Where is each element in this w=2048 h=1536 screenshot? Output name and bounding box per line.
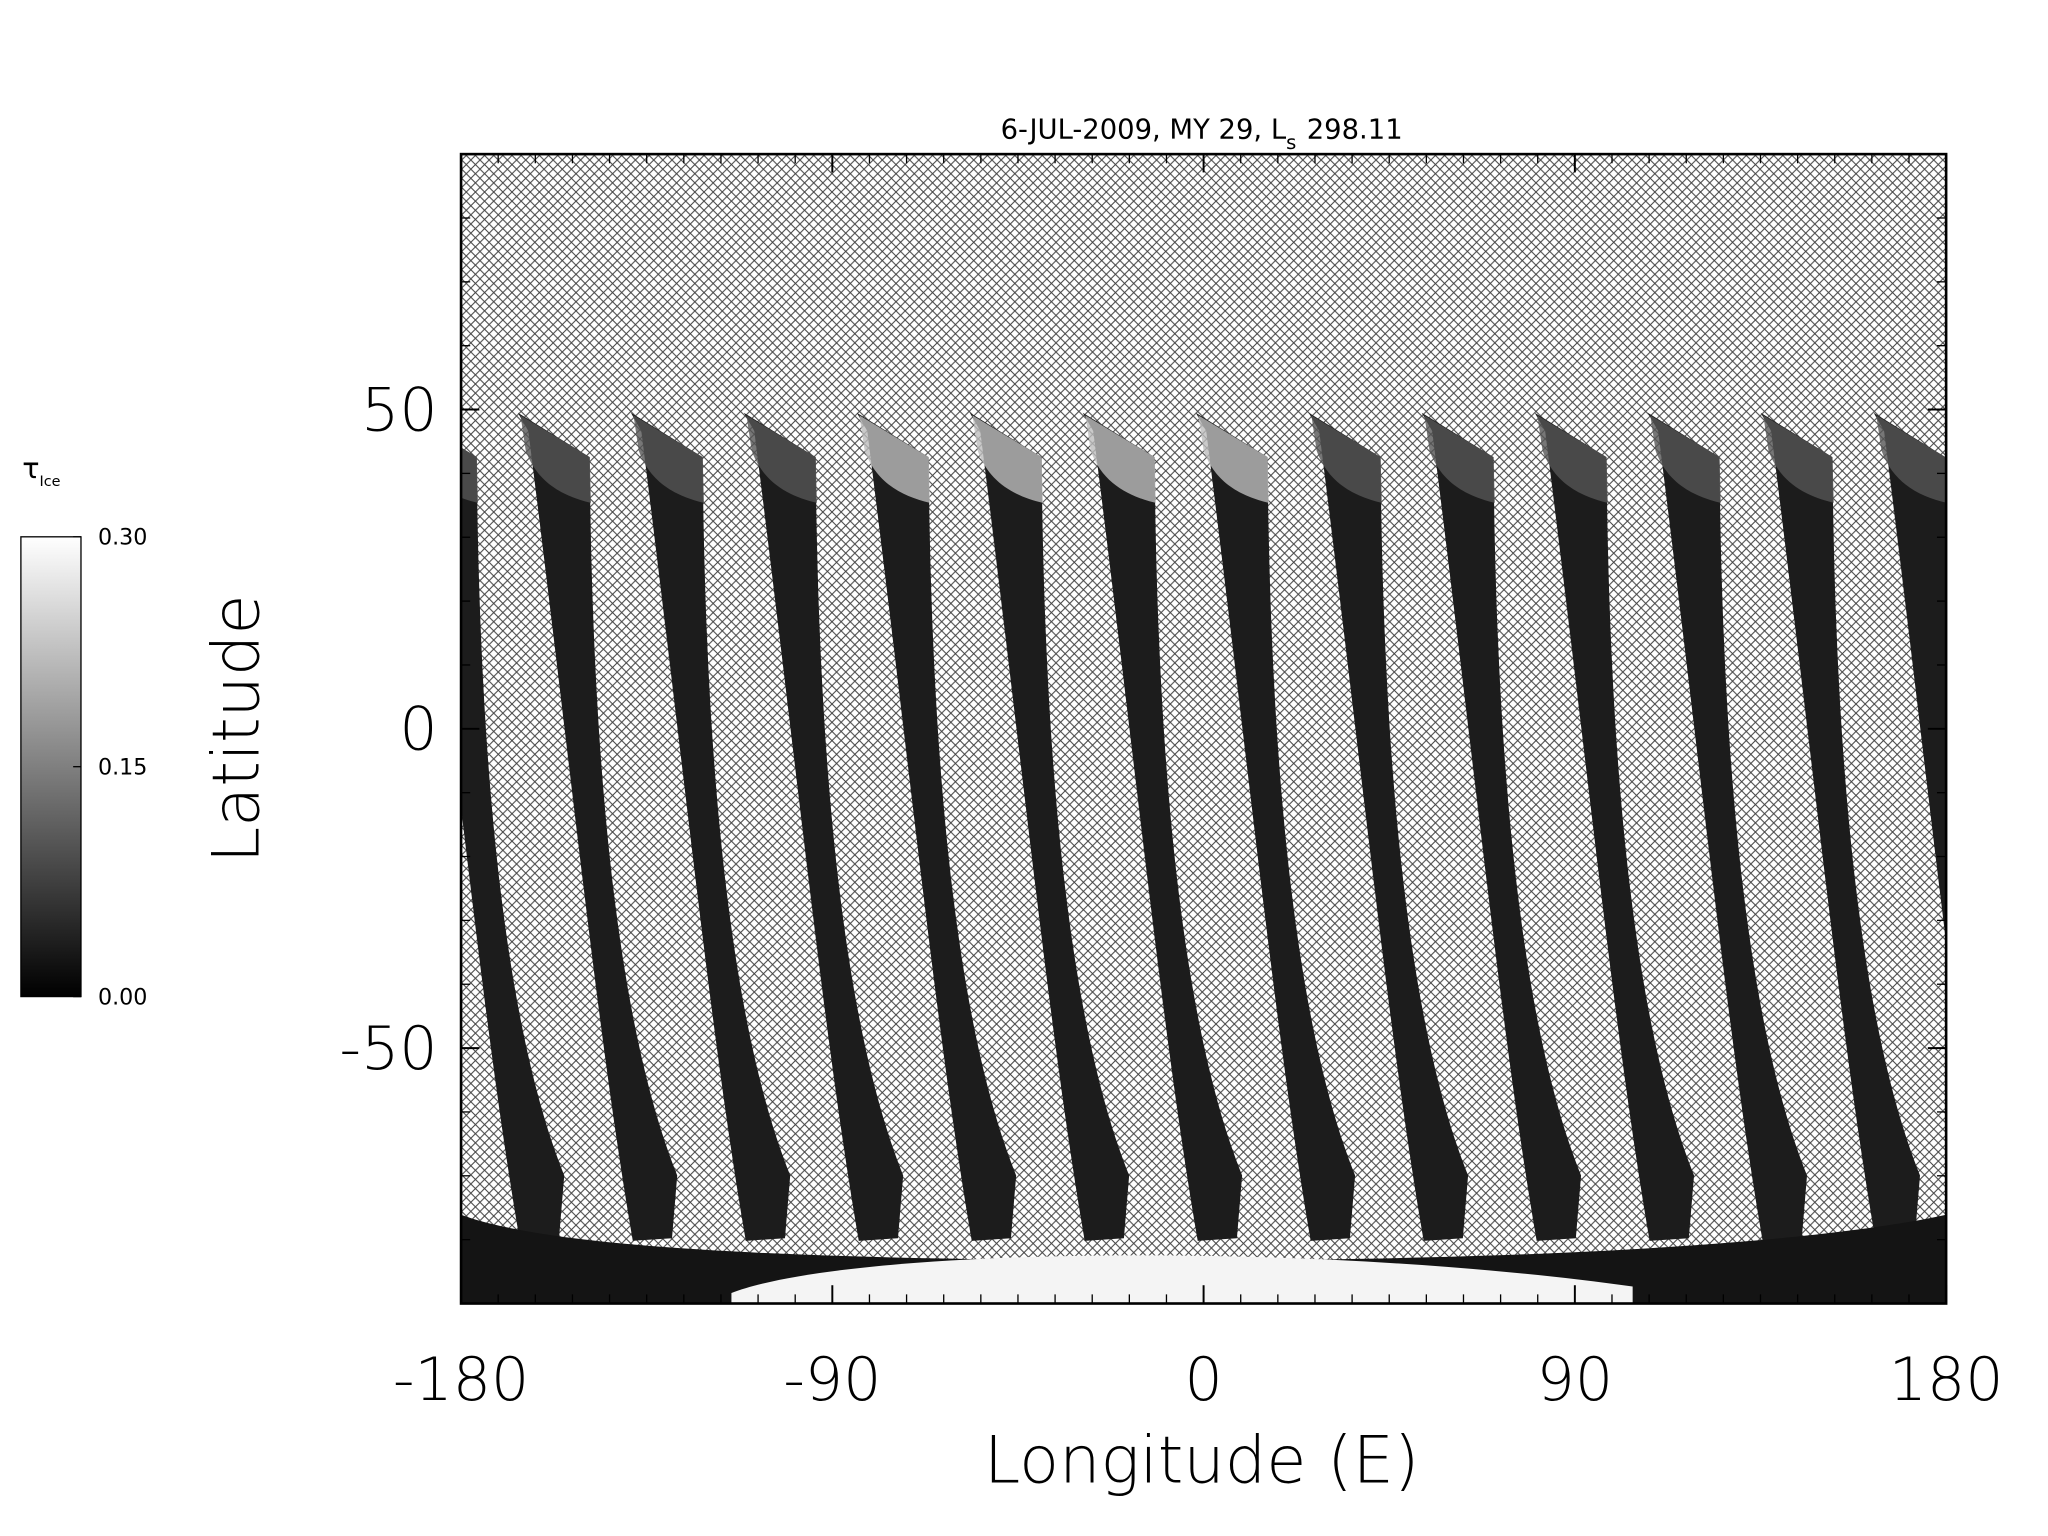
colorbar <box>20 536 82 998</box>
x-axis-label: Longitude (E) <box>984 1422 1419 1498</box>
swath <box>517 412 678 1241</box>
y-tick-label: -50 <box>339 1014 437 1084</box>
x-tick-label: 0 <box>1184 1345 1222 1415</box>
swath-cloud <box>859 415 930 503</box>
title-text: 6-JUL-2009, MY 29, L <box>1001 114 1287 145</box>
x-tick-label: 180 <box>1889 1345 2004 1415</box>
swath <box>1873 412 1947 943</box>
colorbar-ticks: 0.00 0.15 0.30 <box>73 525 147 1010</box>
swath <box>1195 412 1356 1241</box>
swath <box>969 412 1130 1241</box>
swath <box>1760 412 1920 1241</box>
y-tick-label: 50 <box>361 375 437 445</box>
swath <box>1534 412 1695 1241</box>
swath <box>630 412 791 1241</box>
y-tick-label: 0 <box>399 695 437 765</box>
title-value: 298.11 <box>1307 114 1403 145</box>
swath-cloud <box>1311 415 1382 503</box>
swath <box>856 412 1017 1241</box>
x-tick-label: -90 <box>783 1345 881 1415</box>
axes: -180 -90 0 90 180 -50 0 50 <box>339 153 2004 1415</box>
map-area <box>461 154 1947 1304</box>
colorbar-tick-label: 0.00 <box>98 984 147 1010</box>
colorbar-tick-label: 0.30 <box>98 525 147 551</box>
swath <box>743 412 904 1241</box>
swath-cloud <box>1085 415 1156 503</box>
y-axis-label: Latitude <box>199 594 275 863</box>
colorbar-label: τIce <box>22 451 60 490</box>
title-subscript: s <box>1286 131 1296 154</box>
swath <box>1308 412 1469 1241</box>
swath-cloud <box>1198 415 1269 503</box>
colorbar-tick-label: 0.15 <box>98 755 147 781</box>
swath-cloud <box>746 415 817 503</box>
swath-cloud <box>1650 415 1721 503</box>
x-tick-label: -180 <box>393 1345 529 1415</box>
polar-bright <box>731 1255 1633 1304</box>
swath-cloud <box>1763 415 1834 503</box>
swath <box>1647 412 1808 1241</box>
swath-cloud <box>1424 415 1495 503</box>
swath <box>1421 412 1582 1241</box>
x-tick-label: 90 <box>1537 1345 1613 1415</box>
chart-title: 6-JUL-2009, MY 29, Ls 298.11 <box>1001 114 1403 153</box>
swath-cloud <box>633 415 704 503</box>
swath <box>1082 412 1243 1241</box>
swath-cloud <box>1876 415 1947 503</box>
swath-cloud <box>520 415 592 503</box>
colorbar-subscript: Ice <box>40 474 61 490</box>
colorbar-symbol: τ <box>22 451 39 485</box>
swath-cloud <box>972 415 1043 503</box>
swath-cloud <box>461 447 479 503</box>
swath-cloud <box>1537 415 1608 503</box>
swath <box>461 447 565 1241</box>
